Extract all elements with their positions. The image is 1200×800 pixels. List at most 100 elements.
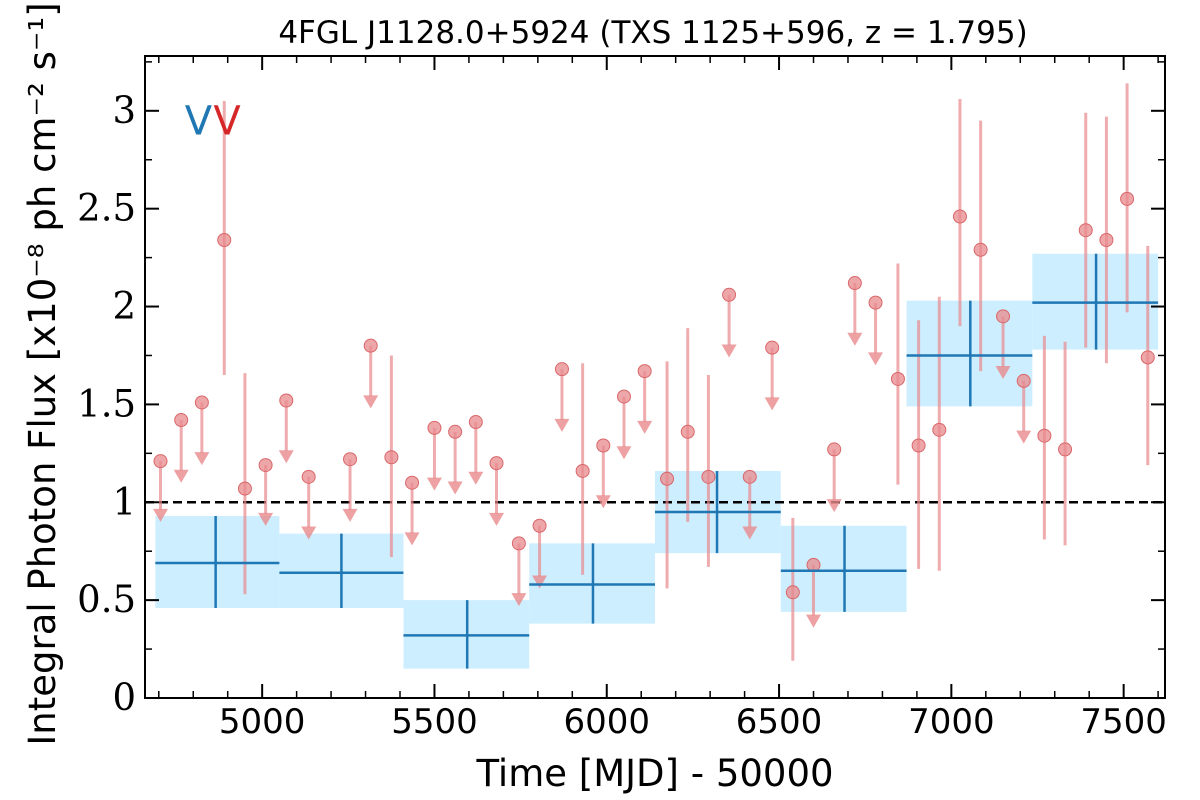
upper-limit-arrow [488,512,504,526]
y-tick-label: 2.5 [77,187,136,230]
y-tick-label: 2 [112,285,136,328]
x-tick-labels: 5000 5500 6000 6500 7000 7500 [219,702,1167,742]
upper-limit-point [279,393,294,408]
y-tick-label: 1.5 [77,382,136,425]
upper-limit-arrow [468,471,484,485]
x-tick-label: 6000 [563,702,650,742]
upper-limit-point [301,469,316,484]
upper-limit-point [616,389,631,404]
upper-limit-arrow [637,420,653,434]
x-tick-label: 7500 [1080,702,1167,742]
upper-limit-point [827,442,842,457]
upper-limit-arrow [764,397,780,411]
y-axis-label: Integral Photon Flux [x10⁻⁸ ph cm⁻² s⁻¹] [21,2,64,745]
axis-ticks [145,56,1165,699]
x-tick-label: 5500 [391,702,478,742]
upper-limit-arrow [404,532,420,546]
detection-point [932,422,947,437]
upper-limit-arrow [363,395,379,409]
upper-limit-point [637,364,652,379]
x-tick-label: 5000 [219,702,306,742]
upper-limit-point [427,420,442,435]
detection-point [1099,232,1114,247]
detection-point [384,450,399,465]
upper-limit-point [343,452,358,467]
upper-limit-arrow [194,452,210,466]
upper-limit-point [363,338,378,353]
upper-limit-arrow [721,344,737,358]
upper-limit-point [996,309,1011,324]
upper-limit-arrow [426,477,442,491]
upper-limit-point [722,287,737,302]
upper-limit-point [868,295,883,310]
upper-limit-point [489,456,504,471]
short-timescale-series [153,83,1155,661]
y-tick-labels: 0 0.5 1 1.5 2 2.5 3 [77,89,136,719]
x-tick-label: 7000 [908,702,995,742]
upper-limit-arrow [806,614,822,628]
upper-limit-arrow [554,418,570,432]
detection-point [237,481,252,496]
upper-limit-arrow [301,526,317,540]
y-tick-label: 0.5 [77,578,136,621]
upper-limit-arrow [173,469,189,483]
detection-point [660,471,675,486]
x-axis-label: Time [MJD] - 50000 [475,752,833,795]
chart-title: 4FGL J1128.0+5924 (TXS 1125+596, z = 1.7… [278,15,1027,51]
y-tick-label: 1 [112,480,136,523]
binned-series [155,253,1159,669]
detection-point [952,209,967,224]
upper-limit-arrow [511,593,527,607]
y-tick-label: 0 [112,676,136,719]
upper-limit-point [258,458,273,473]
detection-point [785,585,800,600]
upper-limit-point [448,424,463,439]
upper-limit-arrow [595,495,611,509]
detection-point [911,438,926,453]
detection-point [1120,191,1135,206]
x-tick-label: 6500 [736,702,823,742]
upper-limit-arrow [1016,430,1032,444]
upper-limit-arrow [616,446,632,460]
marker-label: V [185,99,213,145]
plot-frame [144,55,1166,699]
detection-point [890,371,905,386]
detection-point [575,463,590,478]
y-tick-label: 3 [112,89,136,132]
upper-limit-point [174,413,189,428]
upper-limit-arrow [868,352,884,366]
detection-point [217,232,232,247]
upper-limit-arrow [153,508,169,522]
detection-point [1037,428,1052,443]
upper-limit-arrow [278,450,294,464]
upper-limit-point [554,362,569,377]
detection-point [701,469,716,484]
upper-limit-point [405,475,420,490]
marker-label: V [213,99,241,145]
detection-point [1078,223,1093,238]
upper-limit-point [153,454,168,469]
upper-limit-arrow [447,481,463,495]
detection-point [1058,442,1073,457]
detection-point [680,424,695,439]
detection-point [1140,350,1155,365]
upper-limit-point [194,395,209,410]
upper-limit-arrow [532,575,548,589]
upper-limit-point [532,518,547,533]
upper-limit-point [847,276,862,291]
upper-limit-point [596,438,611,453]
upper-limit-arrow [258,512,274,526]
upper-limit-arrow [847,332,863,346]
upper-limit-arrow [342,508,358,522]
detection-point [973,242,988,257]
upper-limit-arrow [826,499,842,513]
upper-limit-arrow [995,366,1011,380]
upper-limit-point [511,536,526,551]
upper-limit-point [1016,373,1031,388]
upper-limit-point [765,340,780,355]
upper-limit-point [806,557,821,572]
upper-limit-arrow [742,526,758,540]
upper-limit-point [468,415,483,430]
